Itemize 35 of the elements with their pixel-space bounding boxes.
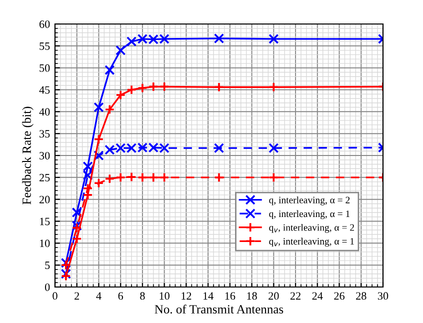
x-tick-label: 28 xyxy=(356,292,366,300)
y-tick-label: 45 xyxy=(39,86,50,94)
y-tick-label: 50 xyxy=(40,64,50,72)
y-tick-label: 30 xyxy=(40,152,50,160)
x-tick-label: 8 xyxy=(140,292,145,300)
x-tick-label: 22 xyxy=(290,292,300,300)
x-tick-label: 14 xyxy=(203,292,214,300)
x-axis-title: No. of Transmit Antennas xyxy=(154,304,284,314)
x-tick-label: 4 xyxy=(96,292,102,300)
y-tick-label: 25 xyxy=(40,174,50,182)
y-tick-label: 5 xyxy=(45,262,50,270)
x-tick-label: 20 xyxy=(268,292,279,300)
x-tick-label: 18 xyxy=(247,292,257,300)
x-tick-label: 12 xyxy=(182,292,192,300)
y-tick-label: 35 xyxy=(40,130,50,138)
x-tick-label: 2 xyxy=(74,292,80,300)
x-tick-label: 0 xyxy=(52,292,58,300)
x-tick-label: 6 xyxy=(118,292,124,300)
y-tick-label: 40 xyxy=(39,108,50,116)
legend-label: q, interleaving, α = 1 xyxy=(269,210,350,220)
y-axis-title: Feedback Rate (bit) xyxy=(22,106,34,204)
legend-label: q$_{v}$, interleaving, α = 1 xyxy=(269,238,354,247)
y-tick-label: 0 xyxy=(45,283,50,291)
legend-label: q, interleaving, α = 2 xyxy=(269,196,350,206)
y-tick-label: 60 xyxy=(40,20,50,28)
y-tick-label: 15 xyxy=(40,218,50,226)
x-tick-label: 16 xyxy=(225,292,236,300)
legend-label: q$_{v}$, interleaving, α = 2 xyxy=(269,224,354,233)
x-tick-label: 24 xyxy=(312,292,323,300)
x-tick-label: 10 xyxy=(160,292,170,300)
y-tick-label: 20 xyxy=(40,196,50,204)
y-tick-label: 55 xyxy=(40,42,50,50)
y-tick-label: 10 xyxy=(40,240,50,248)
x-tick-label: 26 xyxy=(334,292,344,300)
x-tick-label: 30 xyxy=(378,292,388,300)
